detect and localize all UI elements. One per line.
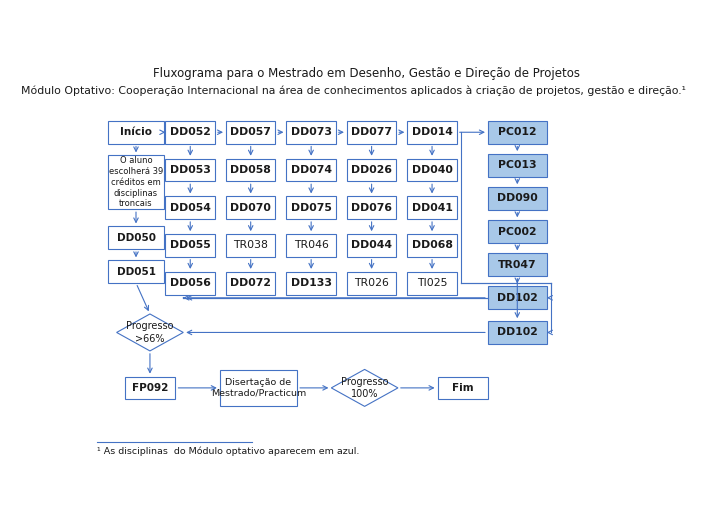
Bar <box>286 159 336 182</box>
Text: DD075: DD075 <box>291 203 332 213</box>
Text: DD057: DD057 <box>231 127 271 137</box>
Text: DD074: DD074 <box>291 165 332 175</box>
Text: FP092: FP092 <box>132 383 168 393</box>
Text: DD090: DD090 <box>497 193 538 203</box>
Text: TR038: TR038 <box>233 241 268 251</box>
Bar <box>165 121 215 143</box>
Text: PC013: PC013 <box>498 160 536 170</box>
Bar <box>407 234 457 257</box>
Text: DD102: DD102 <box>497 328 538 337</box>
Text: DD133: DD133 <box>291 278 332 288</box>
Text: Progresso
100%: Progresso 100% <box>341 376 388 399</box>
Bar <box>165 159 215 182</box>
Bar <box>407 159 457 182</box>
Text: DD051: DD051 <box>117 267 155 277</box>
Bar <box>108 121 164 143</box>
Text: Progresso
>66%: Progresso >66% <box>126 321 174 344</box>
Text: DD055: DD055 <box>170 241 211 251</box>
Text: TR046: TR046 <box>294 241 329 251</box>
Bar <box>226 234 276 257</box>
Text: DD053: DD053 <box>170 165 211 175</box>
Bar <box>347 234 397 257</box>
Text: Fim: Fim <box>453 383 474 393</box>
Polygon shape <box>332 370 398 406</box>
Text: DD058: DD058 <box>231 165 271 175</box>
Bar <box>226 159 276 182</box>
Bar <box>488 220 547 243</box>
Bar <box>438 376 488 399</box>
Bar <box>220 370 297 406</box>
Text: Módulo Optativo: Cooperação Internacional na área de conhecimentos aplicados à c: Módulo Optativo: Cooperação Internaciona… <box>21 85 685 96</box>
Text: DD052: DD052 <box>170 127 211 137</box>
Bar <box>347 159 397 182</box>
Bar <box>488 187 547 210</box>
Text: DD041: DD041 <box>412 203 453 213</box>
Text: DD014: DD014 <box>412 127 453 137</box>
Bar <box>347 196 397 219</box>
Text: Início: Início <box>120 127 152 137</box>
Bar <box>165 196 215 219</box>
Bar <box>286 234 336 257</box>
Text: DD040: DD040 <box>412 165 453 175</box>
Bar <box>226 121 276 143</box>
Bar <box>125 376 175 399</box>
Bar <box>108 226 164 249</box>
Text: DD072: DD072 <box>231 278 271 288</box>
Bar <box>108 260 164 283</box>
Text: Fluxograma para o Mestrado em Desenho, Gestão e Direção de Projetos: Fluxograma para o Mestrado em Desenho, G… <box>153 67 581 80</box>
Bar <box>407 121 457 143</box>
Bar <box>165 234 215 257</box>
Bar <box>407 272 457 295</box>
Text: PC012: PC012 <box>498 127 536 137</box>
Bar <box>347 272 397 295</box>
Bar <box>407 196 457 219</box>
Bar <box>488 321 547 344</box>
Text: TR047: TR047 <box>498 260 536 270</box>
Text: DD026: DD026 <box>351 165 392 175</box>
Bar <box>108 156 164 209</box>
Bar <box>488 121 547 143</box>
Text: DD056: DD056 <box>170 278 211 288</box>
Bar <box>488 286 547 309</box>
Text: DD068: DD068 <box>412 241 453 251</box>
Text: PC002: PC002 <box>498 227 536 237</box>
Text: DD102: DD102 <box>497 293 538 303</box>
Bar <box>286 272 336 295</box>
Text: DD077: DD077 <box>351 127 392 137</box>
Bar <box>165 272 215 295</box>
Text: DD044: DD044 <box>351 241 392 251</box>
Bar <box>488 253 547 276</box>
Text: DD070: DD070 <box>231 203 271 213</box>
Text: DD050: DD050 <box>117 233 155 243</box>
Text: DD073: DD073 <box>291 127 332 137</box>
Text: Disertação de
Mestrado/Practicum: Disertação de Mestrado/Practicum <box>211 378 306 398</box>
Bar <box>488 154 547 177</box>
Bar <box>226 196 276 219</box>
Text: ¹ As disciplinas  do Módulo optativo aparecem em azul.: ¹ As disciplinas do Módulo optativo apar… <box>97 446 359 456</box>
Text: TR026: TR026 <box>354 278 389 288</box>
Text: TI025: TI025 <box>417 278 448 288</box>
Text: DD076: DD076 <box>351 203 392 213</box>
Polygon shape <box>117 314 183 351</box>
Bar <box>226 272 276 295</box>
Bar <box>286 121 336 143</box>
Bar <box>347 121 397 143</box>
Text: O aluno
escolherá 39
créditos em
disciplinas
troncais: O aluno escolherá 39 créditos em discipl… <box>109 156 163 208</box>
Bar <box>286 196 336 219</box>
Text: DD054: DD054 <box>170 203 211 213</box>
